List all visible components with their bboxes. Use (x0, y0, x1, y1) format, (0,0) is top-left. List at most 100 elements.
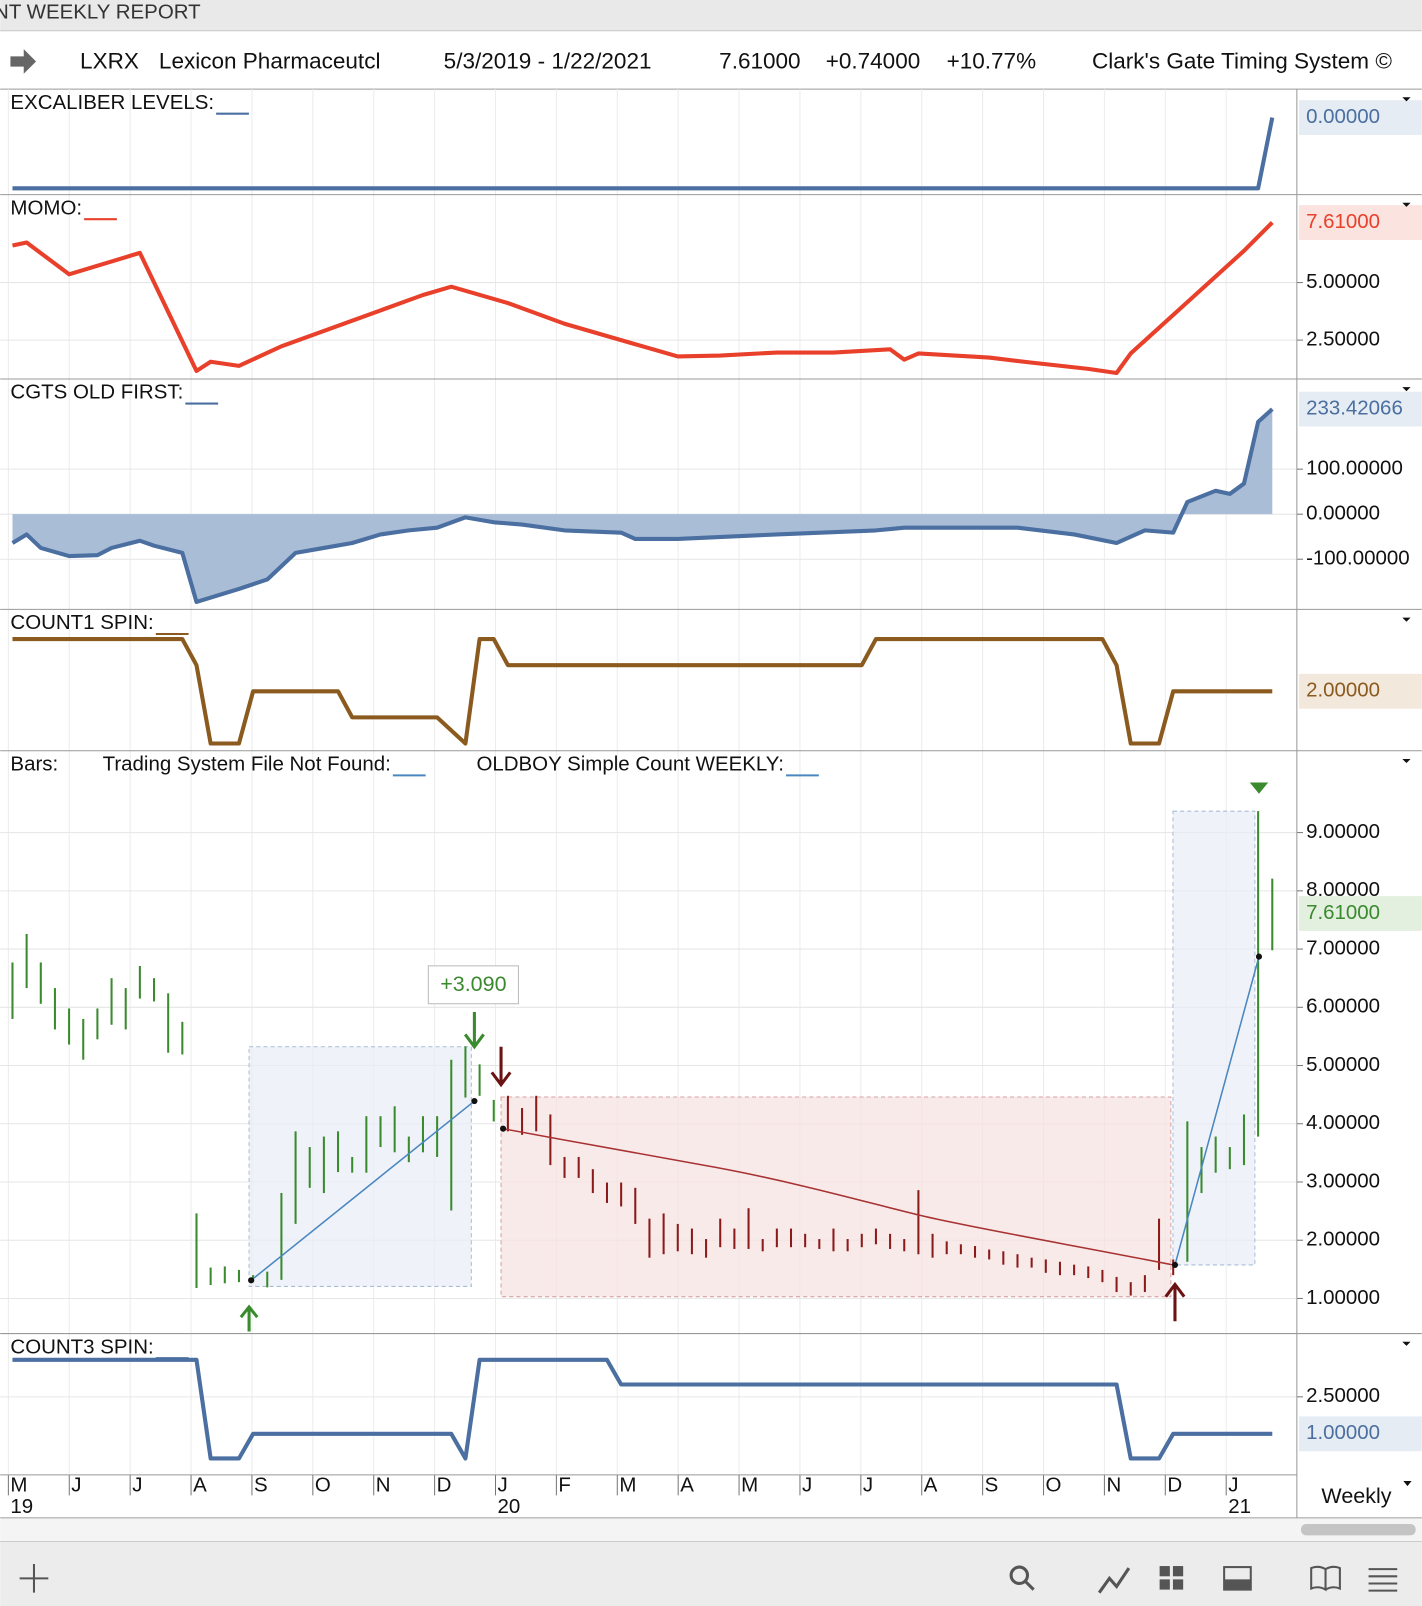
nav-arrow[interactable] (10, 49, 37, 74)
y-tick-label: 9.00000 (1306, 820, 1380, 843)
layout-button[interactable] (1172, 1579, 1184, 1590)
trend-line (250, 1100, 475, 1281)
x-tick-label: S (985, 1474, 999, 1497)
toolbar (0, 1541, 1422, 1606)
x-tick-label: A (680, 1474, 694, 1497)
add-button[interactable] (19, 1564, 49, 1593)
x-tick-label: M (741, 1474, 758, 1497)
menu-button[interactable] (1368, 1568, 1398, 1592)
panel-menu[interactable] (1402, 97, 1411, 102)
year-label: 19 (10, 1495, 33, 1518)
sell-arrow (463, 1011, 485, 1050)
signal-dot (471, 1097, 478, 1105)
x-tick-label: D (437, 1474, 452, 1497)
panel-menu[interactable] (1402, 1341, 1411, 1346)
x-tick-label: M (619, 1474, 636, 1497)
x-tick-label: D (1167, 1474, 1182, 1497)
x-tick-label: O (1046, 1474, 1062, 1497)
last-value-box (1298, 896, 1422, 931)
last-value-box (1298, 205, 1422, 240)
company-name: Lexicon Pharmaceutcl (159, 48, 381, 73)
y-tick-label: 5.00000 (1306, 1053, 1380, 1076)
x-tick-label: J (71, 1474, 81, 1497)
indicator-line (12, 637, 1273, 746)
signal-dot (1255, 953, 1263, 960)
scrollbar-thumb[interactable] (1300, 1524, 1416, 1536)
short-arrow (490, 1046, 512, 1088)
last-value-box (1298, 1416, 1422, 1452)
x-tick-label: J (498, 1474, 508, 1497)
profit-label: +3.090 (440, 972, 506, 996)
last-value-label: 2.00000 (1306, 679, 1380, 702)
panel-menu[interactable] (1402, 758, 1411, 764)
x-tick-label: J (863, 1474, 873, 1497)
x-tick-label: J (802, 1474, 812, 1497)
sell-arrow (1249, 782, 1269, 794)
y-tick-label: 2.00000 (1306, 1228, 1380, 1251)
symbol: LXRX (80, 48, 139, 73)
layout-button[interactable] (1159, 1566, 1170, 1577)
long-box (1172, 810, 1256, 1266)
panel-label: Bars: (10, 753, 58, 776)
last-price: 7.61000 (719, 48, 800, 73)
y-tick-label: 2.50000 (1306, 1384, 1380, 1407)
panel-button[interactable] (1224, 1579, 1251, 1590)
last-value-box (1298, 391, 1422, 427)
cover-arrow (1164, 1281, 1186, 1322)
x-tick-label: J (1228, 1474, 1238, 1497)
last-value-label: 233.42066 (1306, 397, 1403, 420)
long-box (248, 1046, 472, 1287)
layout-button[interactable] (1159, 1579, 1170, 1590)
y-tick-label: 0.00000 (1306, 502, 1380, 525)
indicator-line (12, 221, 1274, 376)
year-label: 20 (498, 1495, 521, 1518)
chart-type-button[interactable] (1097, 1567, 1131, 1594)
window-title: NT WEEKLY REPORT (0, 1, 201, 24)
search-button[interactable] (1024, 1580, 1035, 1591)
panel-label: EXCALIBER LEVELS: (10, 91, 214, 114)
panel-menu[interactable] (1402, 202, 1411, 207)
timeframe-select[interactable]: Weekly (1321, 1484, 1391, 1508)
dropdown-arrow[interactable] (1403, 1481, 1412, 1487)
panel-menu[interactable] (1402, 617, 1411, 622)
x-tick-label: S (254, 1474, 268, 1497)
book-button[interactable] (1310, 1565, 1341, 1592)
y-tick-label: 100.00000 (1306, 457, 1403, 480)
indicator-line (11, 407, 1274, 605)
last-value-label: 0.00000 (1306, 105, 1380, 128)
y-tick-label: 7.00000 (1306, 936, 1380, 959)
last-value-label: 7.61000 (1306, 210, 1380, 233)
panel-label: CGTS OLD FIRST: (10, 381, 183, 404)
signal-dot (248, 1277, 255, 1284)
x-tick-label: A (924, 1474, 938, 1497)
x-tick-label: J (132, 1474, 142, 1497)
layout-button[interactable] (1172, 1566, 1184, 1577)
panel-menu[interactable] (1402, 387, 1411, 392)
y-tick-label: -100.00000 (1306, 547, 1410, 570)
y-tick-label: 2.50000 (1306, 328, 1380, 351)
trend-line (1174, 956, 1260, 1266)
y-tick-label: 5.00000 (1306, 270, 1380, 293)
x-tick-label: F (558, 1474, 571, 1497)
x-tick-label: N (1106, 1474, 1121, 1497)
last-value-box (1298, 100, 1422, 135)
percent-change: +10.77% (947, 48, 1037, 73)
last-value-label: 1.00000 (1306, 1421, 1380, 1444)
panel-label: MOMO: (10, 196, 82, 219)
search-button[interactable] (1009, 1565, 1030, 1586)
panel-label: COUNT3 SPIN: (10, 1335, 153, 1358)
date-range: 5/3/2019 - 1/22/2021 (444, 48, 652, 73)
short-box (500, 1096, 1172, 1298)
y-tick-label: 1.00000 (1306, 1286, 1380, 1309)
y-tick-label: 8.00000 (1306, 878, 1380, 901)
signal-dot (500, 1125, 507, 1132)
y-tick-label: 4.00000 (1306, 1111, 1380, 1134)
panel-label: COUNT1 SPIN: (10, 611, 153, 634)
x-tick-label: O (315, 1474, 331, 1497)
x-tick-label: A (193, 1474, 207, 1497)
title-bar (0, 0, 1422, 31)
buy-arrow (239, 1304, 259, 1332)
year-label: 21 (1228, 1495, 1251, 1518)
profit-label-box (427, 965, 519, 1005)
